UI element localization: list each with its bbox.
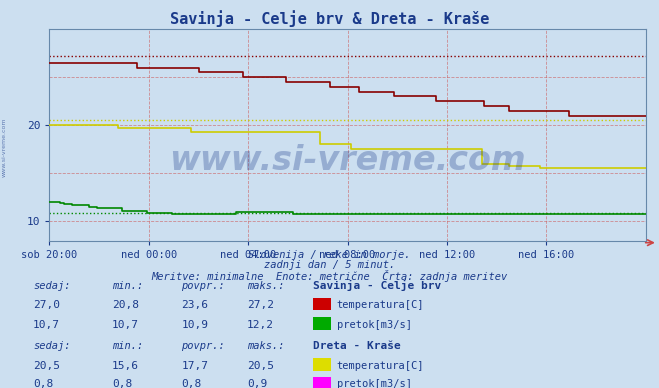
Text: pretok[m3/s]: pretok[m3/s] (337, 320, 412, 330)
Text: 12,2: 12,2 (247, 320, 274, 330)
Text: www.si-vreme.com: www.si-vreme.com (2, 118, 7, 177)
Text: Dreta - Kraše: Dreta - Kraše (313, 341, 401, 351)
Text: povpr.:: povpr.: (181, 341, 225, 351)
Text: Slovenija / reke in morje.: Slovenija / reke in morje. (248, 250, 411, 260)
Text: pretok[m3/s]: pretok[m3/s] (337, 379, 412, 388)
Text: 15,6: 15,6 (112, 360, 139, 371)
Text: temperatura[C]: temperatura[C] (337, 360, 424, 371)
Text: 27,0: 27,0 (33, 300, 60, 310)
Text: maks.:: maks.: (247, 281, 285, 291)
Text: 0,8: 0,8 (112, 379, 132, 388)
Text: temperatura[C]: temperatura[C] (337, 300, 424, 310)
Text: 0,8: 0,8 (33, 379, 53, 388)
Text: Savinja - Celje brv: Savinja - Celje brv (313, 280, 442, 291)
Text: povpr.:: povpr.: (181, 281, 225, 291)
Text: sedaj:: sedaj: (33, 281, 71, 291)
Text: sedaj:: sedaj: (33, 341, 71, 351)
Text: zadnji dan / 5 minut.: zadnji dan / 5 minut. (264, 260, 395, 270)
Text: Meritve: minimalne  Enote: metrične  Črta: zadnja meritev: Meritve: minimalne Enote: metrične Črta:… (152, 270, 507, 282)
Text: 0,8: 0,8 (181, 379, 202, 388)
Text: 20,5: 20,5 (33, 360, 60, 371)
Text: 20,5: 20,5 (247, 360, 274, 371)
Text: 23,6: 23,6 (181, 300, 208, 310)
Text: 27,2: 27,2 (247, 300, 274, 310)
Text: 20,8: 20,8 (112, 300, 139, 310)
Text: 10,7: 10,7 (33, 320, 60, 330)
Text: min.:: min.: (112, 281, 143, 291)
Text: 10,9: 10,9 (181, 320, 208, 330)
Text: www.si-vreme.com: www.si-vreme.com (169, 144, 526, 177)
Text: maks.:: maks.: (247, 341, 285, 351)
Text: 0,9: 0,9 (247, 379, 268, 388)
Text: Savinja - Celje brv & Dreta - Kraše: Savinja - Celje brv & Dreta - Kraše (170, 10, 489, 26)
Text: min.:: min.: (112, 341, 143, 351)
Text: 10,7: 10,7 (112, 320, 139, 330)
Text: 17,7: 17,7 (181, 360, 208, 371)
